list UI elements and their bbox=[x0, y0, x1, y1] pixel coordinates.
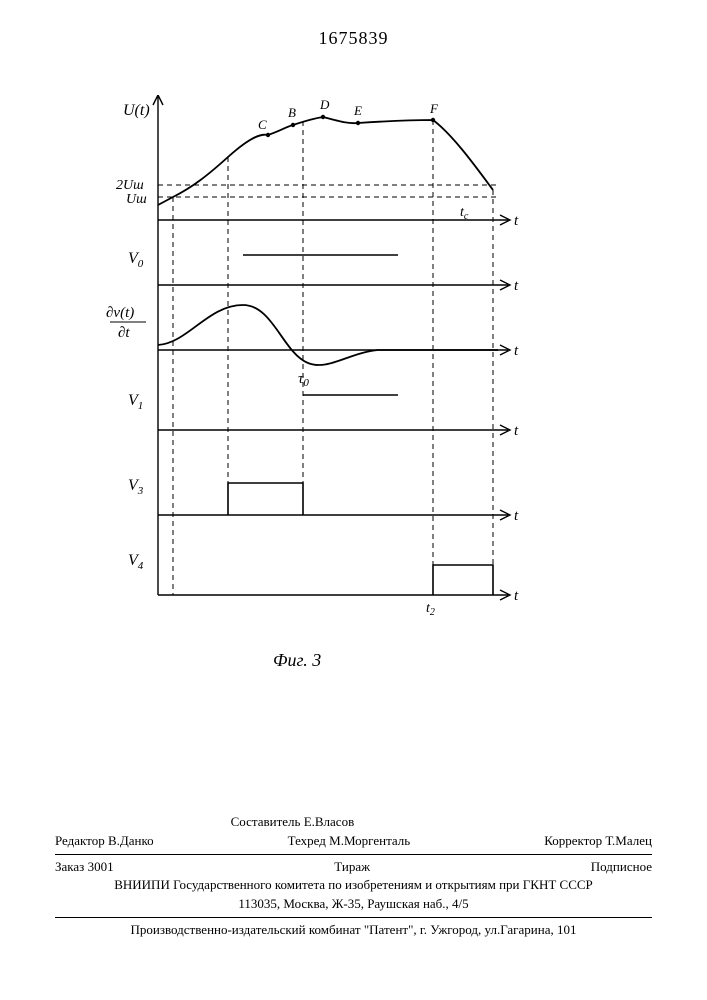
order-number: 3001 bbox=[88, 859, 114, 874]
t-axis-U: t bbox=[514, 213, 519, 229]
printer-line: Производственно-издательский комбинат "П… bbox=[55, 921, 652, 940]
t-axis-V0: t bbox=[514, 278, 519, 294]
v4-pulse bbox=[433, 565, 493, 595]
label-V0: V0 bbox=[128, 250, 144, 270]
timing-diagram-figure: U(t) 2Uш Uш tc t C B D E F bbox=[98, 95, 538, 665]
label-dvdt: ∂v(t) bbox=[106, 305, 134, 321]
t-axis-V4: t bbox=[514, 588, 519, 604]
subscription-label: Подписное bbox=[591, 858, 652, 877]
order-label: Заказ bbox=[55, 859, 84, 874]
label-2Ush: 2Uш bbox=[116, 178, 144, 193]
composer-name: Е.Власов bbox=[304, 814, 355, 829]
org-line: ВНИИПИ Государственного комитета по изоб… bbox=[55, 876, 652, 895]
svg-text:∂t: ∂t bbox=[118, 325, 130, 341]
curve-dvdt bbox=[158, 305, 498, 365]
composer-label: Составитель bbox=[231, 814, 301, 829]
label-V3: V3 bbox=[128, 477, 144, 497]
corrector-name: Т.Малец bbox=[605, 833, 652, 848]
t-axis-dv: t bbox=[514, 343, 519, 359]
label-t2: t2 bbox=[426, 601, 435, 618]
v3-pulse bbox=[228, 483, 303, 515]
pt-B: B bbox=[288, 105, 296, 120]
corrector-label: Корректор bbox=[544, 833, 602, 848]
diagram-svg: U(t) 2Uш Uш tc t C B D E F bbox=[98, 95, 538, 655]
pt-C: C bbox=[258, 117, 267, 132]
page: 1675839 U(t) 2Uш Uш tc t C B bbox=[0, 0, 707, 1000]
label-V4: V4 bbox=[128, 552, 144, 572]
pt-D: D bbox=[319, 97, 330, 112]
tirazh-label: Тираж bbox=[334, 858, 370, 877]
t-axis-V3: t bbox=[514, 508, 519, 524]
t-axis-V1: t bbox=[514, 423, 519, 439]
footer-block: Составитель Е.Власов Редактор В.Данко Те… bbox=[55, 813, 652, 940]
label-Ush: Uш bbox=[126, 192, 147, 207]
editor-name: В.Данко bbox=[108, 833, 154, 848]
tech-name: М.Моргенталь bbox=[329, 833, 410, 848]
curve-Ut bbox=[158, 117, 493, 205]
doc-number: 1675839 bbox=[0, 28, 707, 49]
address-line: 113035, Москва, Ж-35, Раушская наб., 4/5 bbox=[55, 895, 652, 914]
tech-label: Техред bbox=[288, 833, 326, 848]
pt-F: F bbox=[429, 101, 439, 116]
label-tau0: τ0 bbox=[298, 371, 309, 389]
pt-E: E bbox=[353, 103, 362, 118]
figure-caption: Фиг. 3 bbox=[273, 650, 321, 671]
label-Ut: U(t) bbox=[123, 102, 150, 119]
label-tc: tc bbox=[460, 205, 469, 222]
editor-label: Редактор bbox=[55, 833, 105, 848]
label-V1: V1 bbox=[128, 392, 143, 412]
